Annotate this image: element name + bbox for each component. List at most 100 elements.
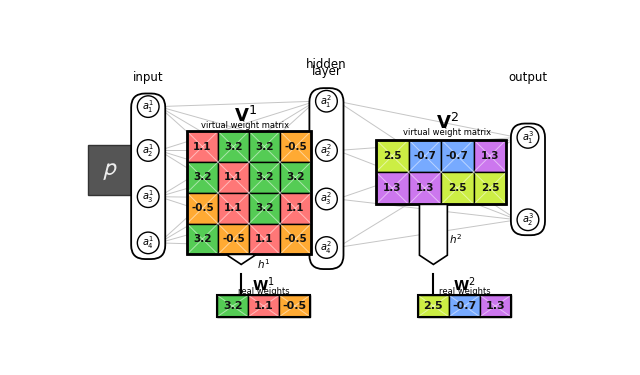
Text: $a_{1}^{3}$: $a_{1}^{3}$ bbox=[522, 129, 534, 146]
Text: $a_{3}^{1}$: $a_{3}^{1}$ bbox=[142, 188, 154, 205]
Text: 3.2: 3.2 bbox=[224, 142, 243, 152]
Bar bbox=[376, 140, 506, 204]
Text: 2.5: 2.5 bbox=[448, 183, 467, 193]
Text: 1.1: 1.1 bbox=[286, 203, 305, 213]
Text: $a_{4}^{1}$: $a_{4}^{1}$ bbox=[142, 234, 154, 251]
Text: $a_{3}^{2}$: $a_{3}^{2}$ bbox=[321, 190, 332, 207]
FancyBboxPatch shape bbox=[511, 123, 545, 235]
Bar bbox=[218, 131, 249, 162]
FancyArrow shape bbox=[227, 255, 255, 264]
Bar bbox=[376, 140, 408, 172]
Bar bbox=[418, 295, 449, 317]
Text: -0.5: -0.5 bbox=[222, 234, 245, 244]
Text: $a_{4}^{2}$: $a_{4}^{2}$ bbox=[321, 239, 332, 256]
Circle shape bbox=[316, 237, 337, 258]
Bar bbox=[280, 162, 311, 193]
Text: $a_{1}^{2}$: $a_{1}^{2}$ bbox=[321, 93, 332, 110]
Text: $\mathbf{V}^2$: $\mathbf{V}^2$ bbox=[436, 113, 459, 133]
Bar bbox=[474, 140, 506, 172]
Circle shape bbox=[138, 96, 159, 117]
Bar bbox=[408, 172, 441, 204]
Text: virtual weight matrix: virtual weight matrix bbox=[201, 121, 289, 130]
Bar bbox=[279, 295, 310, 317]
Circle shape bbox=[316, 140, 337, 161]
Text: $a_{2}^{1}$: $a_{2}^{1}$ bbox=[142, 142, 154, 159]
Text: 1.1: 1.1 bbox=[224, 203, 243, 213]
Circle shape bbox=[316, 90, 337, 112]
Text: 1.3: 1.3 bbox=[415, 183, 434, 193]
Bar bbox=[187, 131, 218, 162]
Text: 2.5: 2.5 bbox=[424, 301, 444, 311]
Text: output: output bbox=[508, 71, 547, 84]
Bar bbox=[249, 131, 280, 162]
Bar bbox=[217, 295, 310, 317]
Bar bbox=[408, 140, 441, 172]
Circle shape bbox=[138, 140, 159, 161]
Bar bbox=[218, 224, 249, 255]
Text: 3.2: 3.2 bbox=[286, 172, 305, 183]
Bar bbox=[218, 193, 249, 224]
Text: $\mathbf{W}^2$: $\mathbf{W}^2$ bbox=[453, 275, 476, 294]
Bar bbox=[280, 131, 311, 162]
Bar bbox=[249, 193, 280, 224]
Text: -0.7: -0.7 bbox=[446, 151, 469, 161]
FancyBboxPatch shape bbox=[309, 88, 344, 269]
Text: hidden: hidden bbox=[306, 58, 347, 71]
Text: -0.5: -0.5 bbox=[284, 234, 307, 244]
Bar bbox=[441, 172, 474, 204]
Text: 1.1: 1.1 bbox=[224, 172, 243, 183]
Bar bbox=[280, 224, 311, 255]
FancyArrow shape bbox=[419, 204, 447, 264]
Text: 1.1: 1.1 bbox=[193, 142, 212, 152]
Text: 1.1: 1.1 bbox=[255, 234, 274, 244]
Bar bbox=[187, 162, 218, 193]
Bar bbox=[218, 162, 249, 193]
Bar bbox=[480, 295, 511, 317]
Bar bbox=[376, 172, 408, 204]
Text: 3.2: 3.2 bbox=[255, 142, 274, 152]
Text: -0.5: -0.5 bbox=[191, 203, 214, 213]
Bar bbox=[449, 295, 480, 317]
Text: 1.3: 1.3 bbox=[486, 301, 505, 311]
Bar bbox=[418, 295, 511, 317]
Text: 3.2: 3.2 bbox=[255, 172, 274, 183]
Text: -0.5: -0.5 bbox=[284, 142, 307, 152]
Bar bbox=[88, 145, 132, 195]
Bar bbox=[474, 172, 506, 204]
Text: $\mathcal{p}$: $\mathcal{p}$ bbox=[102, 158, 118, 182]
Text: $\mathbf{V}^1$: $\mathbf{V}^1$ bbox=[234, 106, 257, 126]
Circle shape bbox=[316, 188, 337, 210]
Text: 3.2: 3.2 bbox=[223, 301, 243, 311]
Text: 2.5: 2.5 bbox=[383, 151, 401, 161]
Text: -0.7: -0.7 bbox=[452, 301, 477, 311]
Text: 3.2: 3.2 bbox=[193, 234, 212, 244]
Text: virtual weight matrix: virtual weight matrix bbox=[403, 128, 492, 136]
Bar bbox=[249, 162, 280, 193]
Bar bbox=[280, 193, 311, 224]
Text: $\mathbf{W}^1$: $\mathbf{W}^1$ bbox=[252, 275, 275, 294]
Text: 1.3: 1.3 bbox=[481, 151, 499, 161]
Text: $a_{1}^{1}$: $a_{1}^{1}$ bbox=[142, 98, 154, 115]
Text: 3.2: 3.2 bbox=[193, 172, 212, 183]
Bar bbox=[248, 295, 279, 317]
Bar bbox=[187, 224, 218, 255]
Circle shape bbox=[138, 232, 159, 254]
Bar bbox=[249, 224, 280, 255]
Circle shape bbox=[138, 186, 159, 207]
Bar bbox=[217, 295, 248, 317]
Text: 3.2: 3.2 bbox=[255, 203, 274, 213]
Text: layer: layer bbox=[312, 66, 341, 78]
Text: input: input bbox=[133, 71, 163, 84]
Text: 1.3: 1.3 bbox=[383, 183, 401, 193]
Text: $a_{2}^{3}$: $a_{2}^{3}$ bbox=[522, 211, 534, 228]
FancyBboxPatch shape bbox=[131, 93, 165, 259]
Text: $h^1$: $h^1$ bbox=[257, 257, 270, 271]
Bar bbox=[187, 193, 218, 224]
Text: 2.5: 2.5 bbox=[481, 183, 499, 193]
Text: real weights: real weights bbox=[438, 287, 490, 296]
Circle shape bbox=[517, 209, 539, 231]
Text: 1.1: 1.1 bbox=[254, 301, 273, 311]
Text: -0.5: -0.5 bbox=[283, 301, 307, 311]
Bar bbox=[441, 140, 474, 172]
Text: -0.7: -0.7 bbox=[413, 151, 436, 161]
